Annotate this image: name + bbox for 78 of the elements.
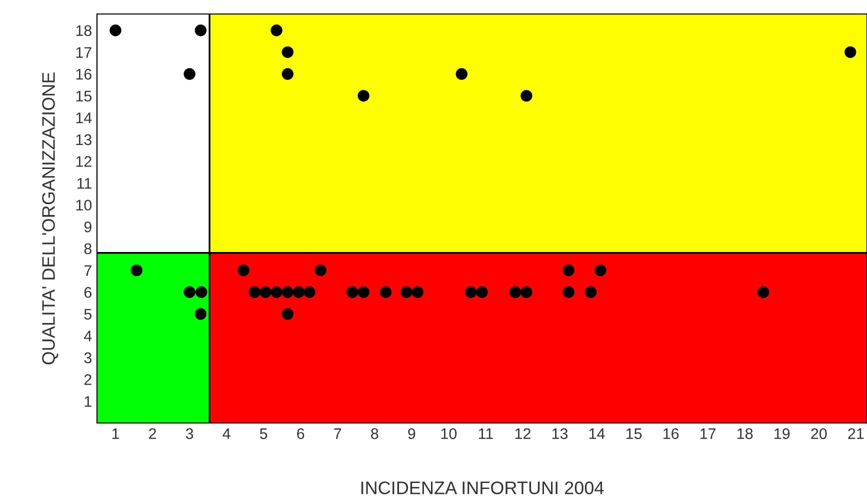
- y-tick-label: 12: [76, 156, 92, 167]
- y-tick-label: 7: [84, 265, 92, 276]
- y-tick-label: 4: [84, 330, 92, 342]
- x-axis-title: INCIDENZA INFORTUNI 2004: [361, 481, 604, 494]
- y-tick-label: 9: [84, 222, 92, 232]
- point: [594, 264, 606, 276]
- y-axis-title: QUALITA' DELL'ORGANIZZAZIONE: [42, 72, 58, 364]
- point: [509, 286, 522, 298]
- x-tick-label: 2: [149, 428, 156, 439]
- x-tick-label: 10: [441, 428, 457, 440]
- point: [358, 90, 370, 102]
- y-tick-label: 15: [76, 90, 92, 102]
- point: [562, 264, 574, 276]
- x-tick-label: 7: [334, 428, 342, 439]
- point: [456, 68, 468, 80]
- point: [130, 264, 142, 276]
- y-tick-label: 16: [76, 68, 92, 80]
- point: [412, 286, 424, 298]
- point: [260, 286, 272, 298]
- point: [194, 24, 206, 36]
- point: [184, 286, 196, 298]
- x-tick-label: 17: [700, 428, 716, 439]
- x-tick-label: 20: [811, 428, 827, 440]
- point: [400, 286, 412, 298]
- x-tick-label: 9: [408, 428, 416, 440]
- x-tick-label: 19: [774, 428, 790, 440]
- point: [358, 286, 370, 298]
- y-tick-label: 5: [84, 308, 92, 320]
- point: [520, 90, 532, 102]
- point: [248, 286, 261, 298]
- y-tick-label: 6: [84, 286, 92, 298]
- point: [844, 46, 856, 58]
- point: [282, 308, 294, 320]
- x-tick-label: 11: [478, 428, 493, 439]
- x-tick-label: 5: [260, 428, 268, 440]
- y-tick-label: 18: [76, 25, 92, 36]
- point: [758, 286, 770, 298]
- y-tick-label: 13: [76, 134, 92, 146]
- point: [282, 46, 294, 58]
- point: [196, 286, 208, 298]
- point: [110, 24, 122, 36]
- x-tick-label: 16: [663, 428, 679, 440]
- x-tick-label: 18: [738, 428, 753, 440]
- point: [238, 264, 250, 276]
- point: [562, 286, 574, 298]
- point: [304, 286, 316, 298]
- point: [270, 24, 282, 36]
- x-tick-label: 1: [112, 428, 120, 439]
- x-tick-label: 15: [626, 428, 642, 440]
- x-tick-label: 3: [186, 428, 194, 440]
- point: [380, 286, 392, 298]
- y-tick-label: 3: [84, 352, 92, 364]
- point: [314, 264, 326, 276]
- y-tick-label: 10: [76, 200, 92, 211]
- y-tick-label: 17: [76, 47, 92, 58]
- y-tick-label: 11: [77, 178, 92, 189]
- y-tick-label: 2: [84, 374, 92, 385]
- point: [584, 286, 597, 298]
- point: [476, 286, 488, 298]
- point: [520, 286, 532, 298]
- point: [194, 308, 206, 320]
- point: [465, 286, 477, 298]
- x-tick-label: 4: [222, 428, 230, 439]
- x-tick-label: 21: [848, 428, 864, 439]
- point: [346, 286, 358, 298]
- point: [184, 68, 196, 80]
- point: [292, 286, 305, 298]
- point: [282, 68, 294, 80]
- y-tick-label: 8: [84, 243, 92, 254]
- point: [282, 286, 294, 298]
- x-tick-label: 13: [552, 428, 568, 440]
- y-tick-label: 1: [84, 396, 92, 407]
- x-tick-label: 8: [371, 428, 378, 440]
- x-tick-label: 6: [297, 428, 304, 440]
- x-tick-label: 14: [589, 428, 605, 439]
- point: [270, 286, 282, 298]
- x-tick-label: 12: [515, 428, 530, 439]
- y-tick-label: 14: [76, 112, 92, 124]
